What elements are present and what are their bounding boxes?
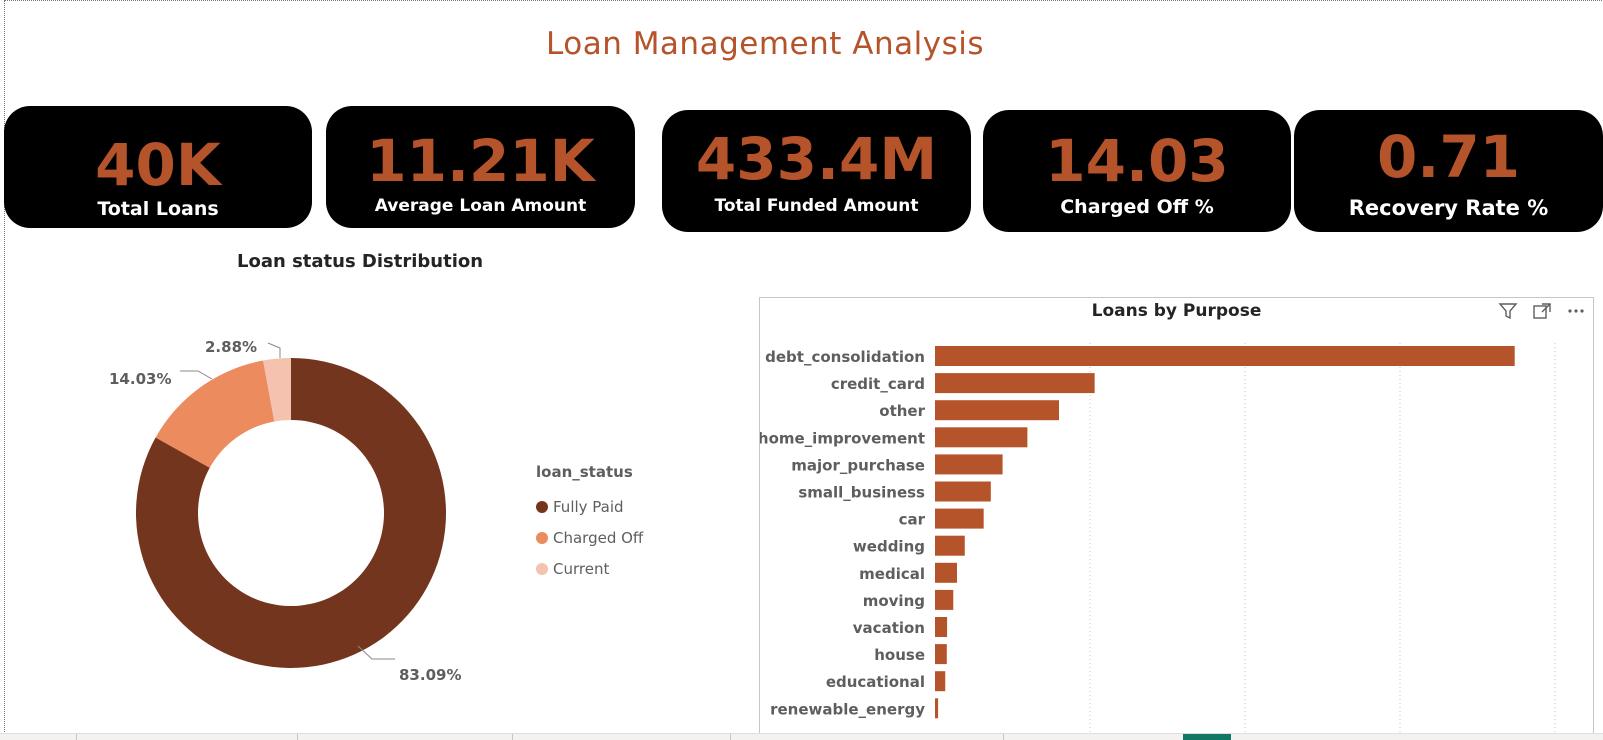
- bar-house[interactable]: [935, 644, 947, 665]
- category-label: renewable_energy: [770, 700, 925, 718]
- donut-label-current: 2.88%: [205, 338, 258, 356]
- kpi-value: 0.71: [1376, 123, 1521, 191]
- donut-slice-current[interactable]: [263, 358, 291, 422]
- leader-line-fully-paid: [357, 645, 395, 660]
- category-label: car: [899, 511, 926, 529]
- kpi-label: Total Loans: [97, 198, 219, 220]
- legend-item-charged-off[interactable]: Charged Off: [536, 522, 643, 553]
- kpi-label: Charged Off %: [1060, 196, 1214, 218]
- status-legend: loan_status Fully Paid Charged Off Curre…: [536, 463, 643, 584]
- bar-wedding[interactable]: [935, 535, 965, 556]
- legend-dot: [536, 562, 548, 575]
- kpi-card-total-funded-amount[interactable]: 433.4M Total Funded Amount: [662, 110, 971, 232]
- focus-mode-icon[interactable]: [1531, 302, 1553, 322]
- bar-other[interactable]: [935, 400, 1059, 421]
- kpi-card-charged-off-percent[interactable]: 14.03 Charged Off %: [983, 110, 1291, 232]
- filter-icon[interactable]: [1497, 302, 1519, 322]
- donut-label-charged-off: 14.03%: [109, 370, 172, 388]
- report-title: Loan Management Analysis: [546, 26, 984, 62]
- report-canvas: [4, 0, 1603, 734]
- more-options-icon[interactable]: [1565, 302, 1587, 322]
- loan-status-donut-chart[interactable]: [90, 330, 490, 700]
- page-tabs-strip: [0, 733, 1603, 740]
- bar-credit-card[interactable]: [935, 373, 1095, 394]
- bar-car[interactable]: [935, 508, 984, 529]
- legend-title: loan_status: [536, 463, 633, 481]
- bar-debt-consolidation[interactable]: [935, 346, 1515, 366]
- donut-slice-charged-off[interactable]: [155, 360, 275, 468]
- legend-dot: [536, 500, 548, 513]
- kpi-value: 433.4M: [695, 125, 938, 193]
- bar-moving[interactable]: [935, 589, 954, 610]
- legend-label: Charged Off: [553, 528, 644, 547]
- kpi-value: 14.03: [1045, 127, 1229, 195]
- legend-label: Current: [553, 559, 610, 578]
- kpi-card-recovery-rate[interactable]: 0.71 Recovery Rate %: [1294, 110, 1603, 232]
- kpi-card-average-loan-amount[interactable]: 11.21K Average Loan Amount: [326, 106, 635, 228]
- category-label: debt_consolidation: [765, 348, 925, 366]
- category-label: small_business: [798, 484, 925, 502]
- legend-item-current[interactable]: Current: [536, 553, 643, 584]
- leader-line-current: [267, 342, 281, 358]
- kpi-value: 11.21K: [366, 127, 595, 195]
- bar-major-purchase[interactable]: [935, 454, 1003, 475]
- active-page-tab[interactable]: [1183, 734, 1231, 740]
- bar-medical[interactable]: [935, 562, 958, 583]
- category-label: medical: [859, 565, 925, 583]
- category-label: vacation: [853, 619, 925, 637]
- leader-line-charged-off: [180, 370, 213, 380]
- category-label: educational: [826, 673, 925, 691]
- bar-small-business[interactable]: [935, 481, 991, 502]
- bar-home-improvement[interactable]: [935, 427, 1028, 448]
- kpi-label: Recovery Rate %: [1348, 196, 1549, 220]
- legend-label: Fully Paid: [553, 497, 624, 516]
- category-label: other: [879, 402, 925, 420]
- status-chart-title: Loan status Distribution: [237, 251, 484, 272]
- purpose-chart-title: Loans by Purpose: [1091, 301, 1262, 321]
- bar-vacation[interactable]: [935, 617, 948, 637]
- category-label: major_purchase: [791, 456, 925, 474]
- bar-renewable-energy[interactable]: [935, 698, 939, 719]
- bar-educational[interactable]: [935, 671, 946, 692]
- donut-slice-fully-paid[interactable]: [136, 358, 446, 668]
- donut-label-fully-paid: 83.09%: [399, 666, 462, 684]
- legend-dot: [536, 531, 548, 544]
- category-label: house: [874, 646, 925, 664]
- kpi-label: Average Loan Amount: [374, 196, 587, 216]
- kpi-label: Total Funded Amount: [714, 196, 919, 216]
- kpi-card-total-loans[interactable]: 40K Total Loans: [4, 106, 312, 228]
- category-label: credit_card: [831, 375, 925, 393]
- category-label: home_improvement: [760, 429, 925, 447]
- visual-header-icons: [1497, 302, 1587, 322]
- kpi-value: 40K: [95, 131, 221, 199]
- category-label: moving: [863, 592, 925, 610]
- category-label: wedding: [853, 538, 925, 556]
- legend-item-fully-paid[interactable]: Fully Paid: [536, 491, 643, 522]
